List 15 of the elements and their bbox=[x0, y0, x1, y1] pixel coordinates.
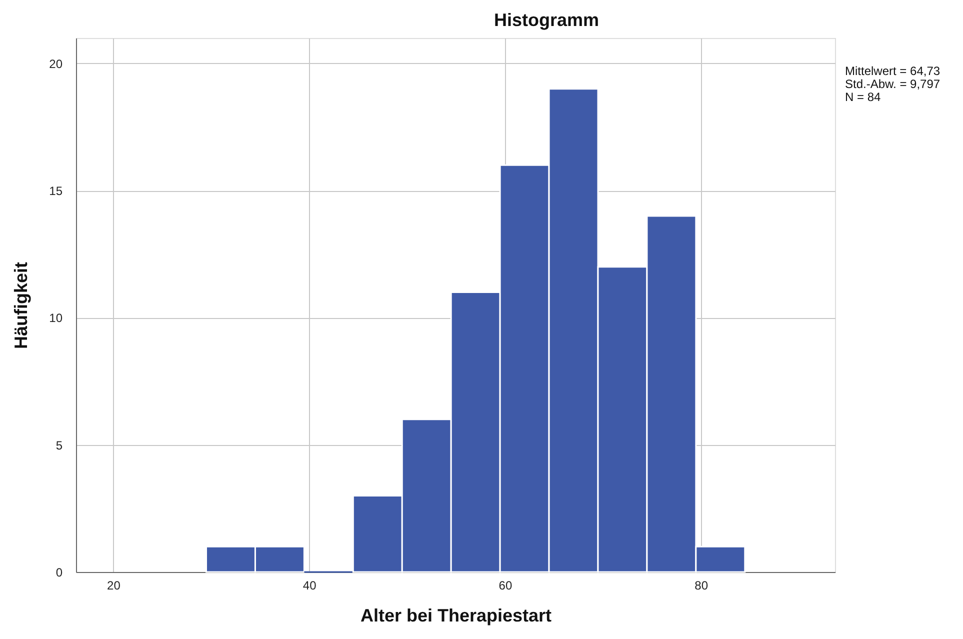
text: N = 84 bbox=[845, 90, 882, 104]
text: Mittelwert = 64,73 bbox=[845, 64, 940, 78]
x-tick-label: 80 bbox=[694, 578, 708, 592]
y-tick-label: 10 bbox=[49, 311, 63, 326]
x-axis-title: Alter bei Therapiestart bbox=[360, 606, 552, 626]
x-tick-label: 60 bbox=[498, 578, 512, 592]
y-axis-title: Häufigkeit bbox=[11, 262, 32, 350]
y-tick-label: 20 bbox=[49, 56, 63, 71]
chart-title: Histogramm bbox=[494, 10, 600, 30]
x-tick-label: 40 bbox=[302, 578, 317, 592]
y-tick-label: 15 bbox=[49, 184, 63, 198]
x-tick-label: 20 bbox=[107, 578, 121, 592]
y-tick-label: 5 bbox=[56, 438, 63, 452]
y-tick-label: 0 bbox=[56, 566, 63, 580]
text: Std.-Abw. = 9,797 bbox=[845, 77, 940, 91]
